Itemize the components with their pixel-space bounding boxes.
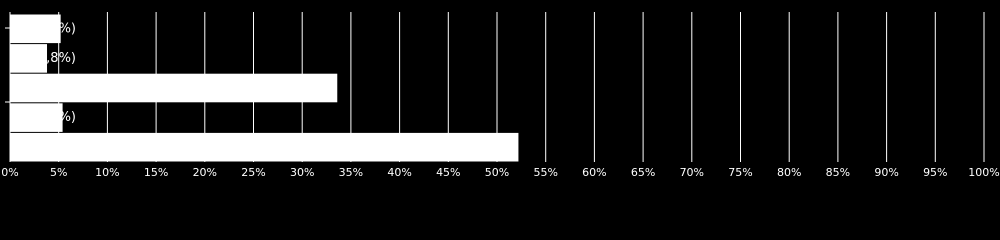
chart: 0% 5% 10% 15% 20% 25% 30% 35% 40% 45% 50% 55% 60% 65%… xyxy=(1,12,1000,179)
bar xyxy=(10,44,48,73)
x-tick-label: 55% xyxy=(533,166,557,179)
x-tick-label: 15% xyxy=(144,166,168,179)
bar xyxy=(10,132,519,162)
x-tick-label: 20% xyxy=(193,166,217,179)
x-tick-label: 60% xyxy=(582,166,606,179)
x-tick-label: 80% xyxy=(777,166,801,179)
x-tick-label: 35% xyxy=(339,166,363,179)
bar xyxy=(10,14,61,44)
annotation: %) xyxy=(59,21,76,36)
x-tick-label: 75% xyxy=(728,166,752,179)
x-tick-label: 65% xyxy=(631,166,655,179)
bar xyxy=(10,103,63,132)
x-tick-label: 10% xyxy=(95,166,119,179)
x-tick-label: 45% xyxy=(436,166,460,179)
x-tick-label: 100% xyxy=(968,166,999,179)
x-tick-label: 95% xyxy=(923,166,947,179)
bar xyxy=(10,73,338,103)
x-tick-label: 5% xyxy=(50,166,67,179)
x-tick-label: 70% xyxy=(680,166,704,179)
annotation: %) xyxy=(59,110,76,125)
x-tick-label: 0% xyxy=(1,166,18,179)
x-tick-label: 90% xyxy=(874,166,898,179)
x-tick-label: 30% xyxy=(290,166,314,179)
x-tick-label: 25% xyxy=(241,166,265,179)
x-tick-label: 50% xyxy=(485,166,509,179)
x-tick-label: 40% xyxy=(387,166,411,179)
x-tick-label: 85% xyxy=(826,166,850,179)
annotation: ,8%) xyxy=(46,51,76,66)
